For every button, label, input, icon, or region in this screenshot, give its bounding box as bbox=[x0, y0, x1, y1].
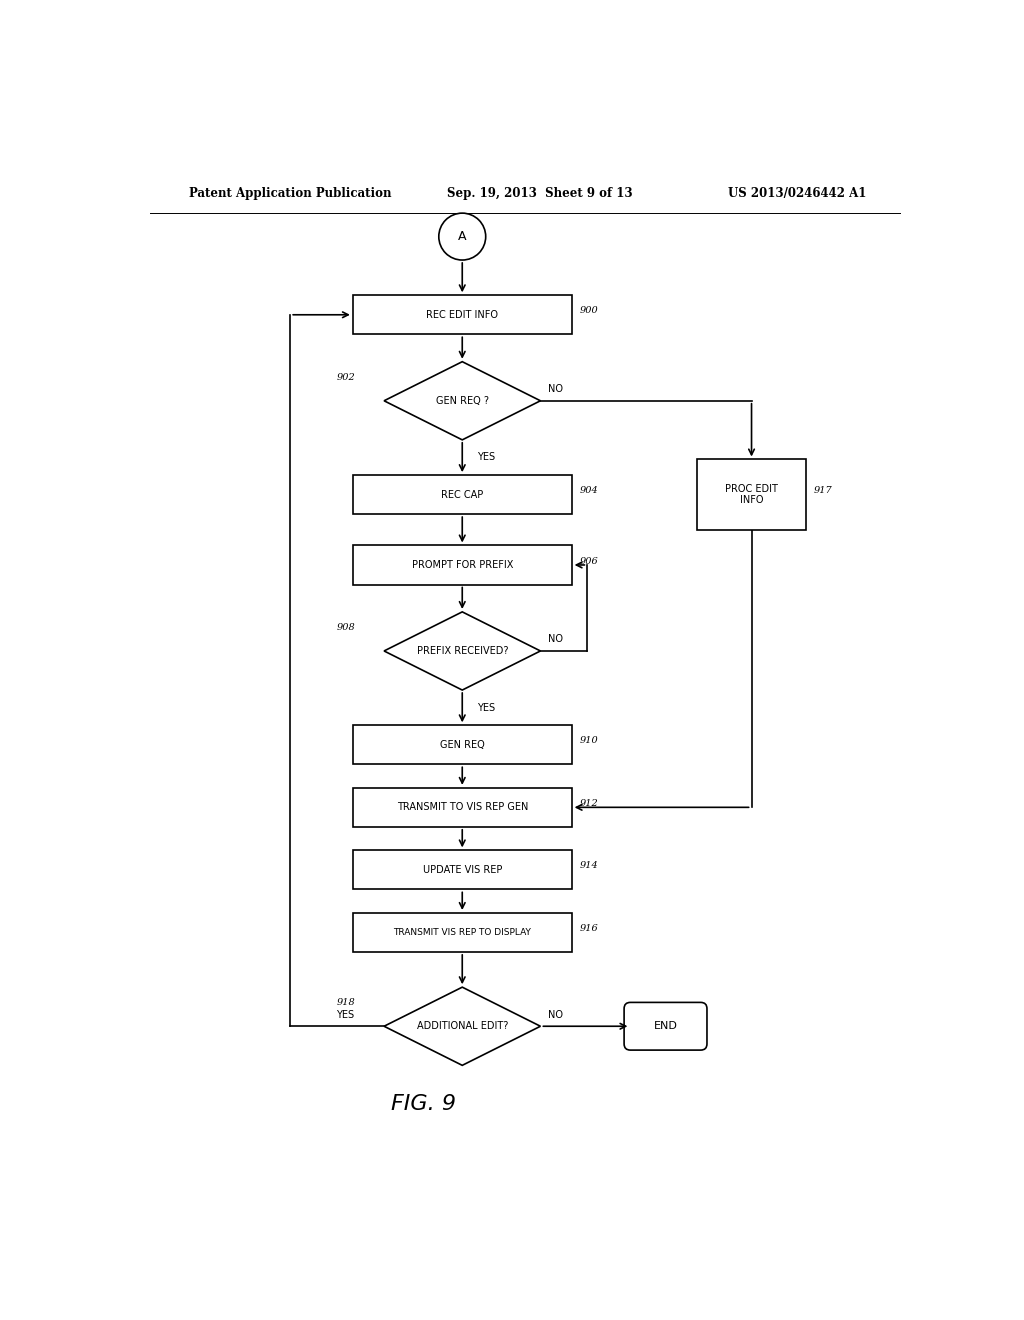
Text: YES: YES bbox=[336, 1010, 354, 1019]
FancyBboxPatch shape bbox=[353, 913, 571, 952]
Text: 917: 917 bbox=[814, 486, 833, 495]
Text: YES: YES bbox=[476, 453, 495, 462]
FancyBboxPatch shape bbox=[353, 545, 571, 585]
Text: TRANSMIT VIS REP TO DISPLAY: TRANSMIT VIS REP TO DISPLAY bbox=[393, 928, 531, 937]
Text: NO: NO bbox=[548, 384, 563, 395]
Text: 900: 900 bbox=[580, 306, 598, 315]
FancyBboxPatch shape bbox=[353, 475, 571, 515]
Text: 902: 902 bbox=[337, 372, 356, 381]
FancyBboxPatch shape bbox=[353, 850, 571, 890]
Circle shape bbox=[439, 213, 485, 260]
Text: 916: 916 bbox=[580, 924, 598, 933]
Text: ADDITIONAL EDIT?: ADDITIONAL EDIT? bbox=[417, 1022, 508, 1031]
Text: 908: 908 bbox=[337, 623, 356, 632]
Text: REC EDIT INFO: REC EDIT INFO bbox=[426, 310, 499, 319]
Text: PREFIX RECEIVED?: PREFIX RECEIVED? bbox=[417, 645, 508, 656]
Text: A: A bbox=[458, 230, 467, 243]
Text: UPDATE VIS REP: UPDATE VIS REP bbox=[423, 865, 502, 875]
Text: 914: 914 bbox=[580, 862, 598, 870]
Text: 904: 904 bbox=[580, 486, 598, 495]
Text: FIG. 9: FIG. 9 bbox=[391, 1094, 456, 1114]
Text: PROMPT FOR PREFIX: PROMPT FOR PREFIX bbox=[412, 560, 513, 570]
FancyBboxPatch shape bbox=[353, 788, 571, 826]
Text: GEN REQ ?: GEN REQ ? bbox=[436, 396, 488, 405]
Text: GEN REQ: GEN REQ bbox=[440, 739, 484, 750]
Text: 918: 918 bbox=[337, 998, 356, 1007]
Text: US 2013/0246442 A1: US 2013/0246442 A1 bbox=[728, 187, 866, 201]
Text: 912: 912 bbox=[580, 799, 598, 808]
Text: TRANSMIT TO VIS REP GEN: TRANSMIT TO VIS REP GEN bbox=[396, 803, 528, 812]
Text: Sep. 19, 2013  Sheet 9 of 13: Sep. 19, 2013 Sheet 9 of 13 bbox=[446, 187, 632, 201]
Text: END: END bbox=[653, 1022, 678, 1031]
Text: 910: 910 bbox=[580, 737, 598, 746]
Text: NO: NO bbox=[548, 634, 563, 644]
Polygon shape bbox=[384, 987, 541, 1065]
FancyBboxPatch shape bbox=[624, 1002, 707, 1051]
FancyBboxPatch shape bbox=[696, 459, 806, 529]
Text: YES: YES bbox=[476, 702, 495, 713]
Text: PROC EDIT
INFO: PROC EDIT INFO bbox=[725, 484, 778, 506]
FancyBboxPatch shape bbox=[353, 296, 571, 334]
Text: Patent Application Publication: Patent Application Publication bbox=[188, 187, 391, 201]
Polygon shape bbox=[384, 362, 541, 440]
Text: REC CAP: REC CAP bbox=[441, 490, 483, 499]
Polygon shape bbox=[384, 612, 541, 690]
Text: NO: NO bbox=[548, 1010, 563, 1019]
FancyBboxPatch shape bbox=[353, 725, 571, 764]
Text: 906: 906 bbox=[580, 557, 598, 565]
